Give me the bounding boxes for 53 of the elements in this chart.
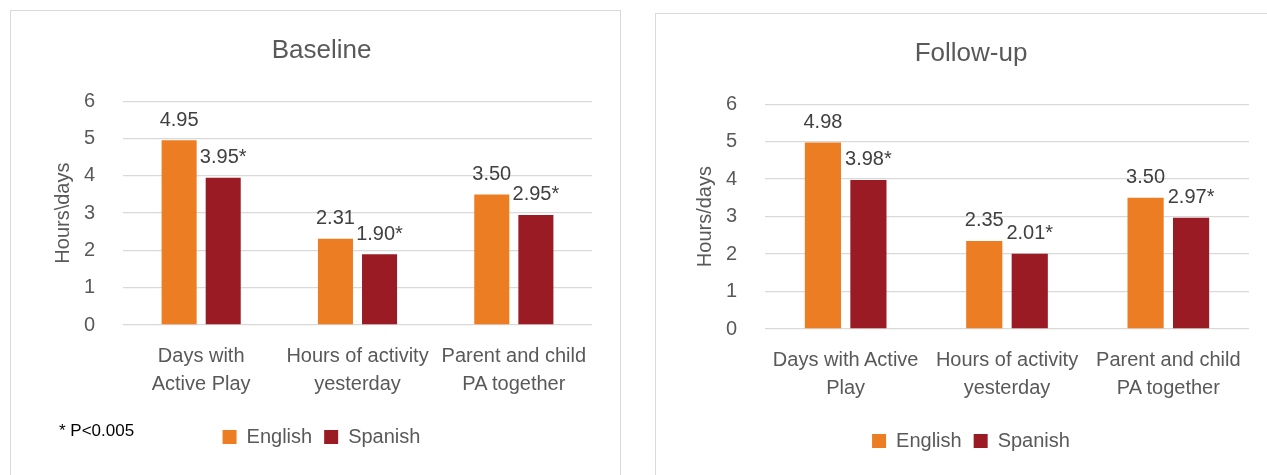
data-label: 3.50 [472,161,512,184]
chart-title: Baseline [271,33,372,64]
y-tick-label: 1 [725,279,737,302]
data-label: 2.95* [512,182,560,205]
y-axis-title: Hours/days [692,166,715,268]
x-tick-label: Hours of activity yesterday [286,343,429,394]
data-label: 4.98 [803,109,843,132]
bar [317,238,353,325]
x-tick-label: Parent and child PA together [1096,347,1241,398]
y-tick-label: 6 [83,88,95,111]
bar [804,142,841,329]
y-tick-label: 5 [83,126,95,149]
data-label: 4.95 [159,107,199,130]
bar [1173,217,1210,329]
y-tick-label: 3 [725,204,737,227]
data-label: 3.95* [199,145,247,168]
y-tick-label: 0 [83,312,95,335]
y-tick-label: 0 [725,316,737,339]
y-tick-label: 4 [83,163,95,186]
bar [205,177,241,325]
data-label: 3.98* [845,147,892,170]
legend-label: English [246,424,313,447]
x-tick-label: Days with Active Play [772,347,919,398]
bar [474,194,510,325]
x-tick-label: Hours of activity yesterday [935,347,1079,398]
data-label: 2.01* [1006,221,1054,244]
y-tick-label: 5 [725,129,737,152]
y-tick-label: 3 [83,200,95,223]
legend-label: English [896,428,962,451]
y-tick-label: 1 [83,275,95,298]
data-label: 2.31 [315,206,355,229]
data-label: 1.90* [356,221,404,244]
x-tick-label: Parent and child PA together [441,343,587,394]
bar [966,240,1003,329]
legend-label: Spanish [997,428,1070,451]
y-tick-label: 2 [83,237,95,260]
legend-label: Spanish [348,424,421,447]
bar [1127,197,1164,329]
data-label: 2.97* [1167,185,1215,208]
chart-title: Follow-up [914,36,1028,67]
bar [362,254,398,325]
x-tick-label: Days with Active Play [151,343,251,394]
y-axis-title: Hours\days [50,162,73,264]
bar [518,214,554,325]
y-tick-label: 6 [725,91,737,114]
bar [850,179,887,329]
bar [1011,253,1048,329]
y-tick-label: 2 [725,241,737,264]
data-label: 2.35 [964,208,1004,231]
text: * P<0.005 [59,420,135,440]
y-tick-label: 4 [725,166,737,189]
bar [161,140,197,325]
data-label: 3.50 [1126,165,1166,188]
